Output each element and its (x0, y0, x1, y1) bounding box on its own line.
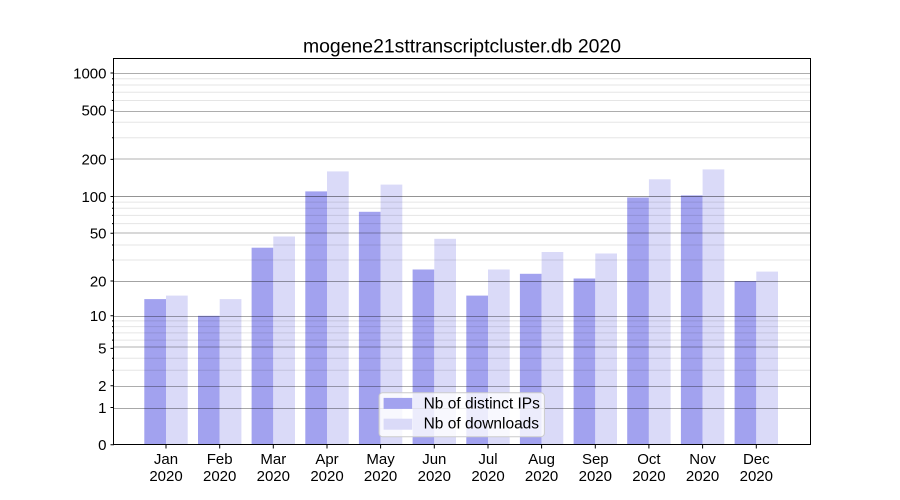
svg-text:2020: 2020 (471, 468, 504, 485)
svg-text:1000: 1000 (73, 65, 106, 82)
svg-text:20: 20 (90, 273, 107, 290)
svg-text:2020: 2020 (579, 468, 612, 485)
svg-text:200: 200 (81, 152, 106, 169)
svg-text:Nov: Nov (689, 451, 716, 468)
svg-text:2: 2 (98, 378, 106, 395)
svg-text:2020: 2020 (257, 468, 290, 485)
svg-text:2020: 2020 (686, 468, 719, 485)
svg-text:5: 5 (98, 341, 106, 358)
svg-text:Jul: Jul (478, 451, 497, 468)
svg-text:Sep: Sep (582, 451, 609, 468)
svg-text:Nb of downloads: Nb of downloads (424, 415, 540, 432)
svg-text:May: May (366, 451, 395, 468)
svg-text:2020: 2020 (310, 468, 343, 485)
svg-text:Nb of distinct IPs: Nb of distinct IPs (424, 396, 541, 413)
svg-text:1: 1 (98, 400, 106, 417)
svg-text:2020: 2020 (203, 468, 236, 485)
svg-text:2020: 2020 (740, 468, 773, 485)
svg-text:Mar: Mar (260, 451, 286, 468)
svg-text:2020: 2020 (632, 468, 665, 485)
svg-text:2020: 2020 (149, 468, 182, 485)
svg-text:Jun: Jun (422, 451, 446, 468)
svg-text:10: 10 (90, 308, 107, 325)
svg-text:Feb: Feb (207, 451, 233, 468)
svg-text:500: 500 (81, 103, 106, 120)
svg-text:Apr: Apr (315, 451, 338, 468)
svg-text:Dec: Dec (743, 451, 770, 468)
svg-text:0: 0 (98, 437, 106, 454)
svg-text:Oct: Oct (637, 451, 661, 468)
svg-text:2020: 2020 (418, 468, 451, 485)
svg-text:2020: 2020 (364, 468, 397, 485)
svg-text:Jan: Jan (154, 451, 178, 468)
svg-text:2020: 2020 (525, 468, 558, 485)
svg-text:50: 50 (90, 226, 107, 243)
svg-text:mogene21sttranscriptcluster.db: mogene21sttranscriptcluster.db 2020 (303, 35, 621, 57)
svg-text:100: 100 (81, 189, 106, 206)
svg-text:Aug: Aug (528, 451, 555, 468)
